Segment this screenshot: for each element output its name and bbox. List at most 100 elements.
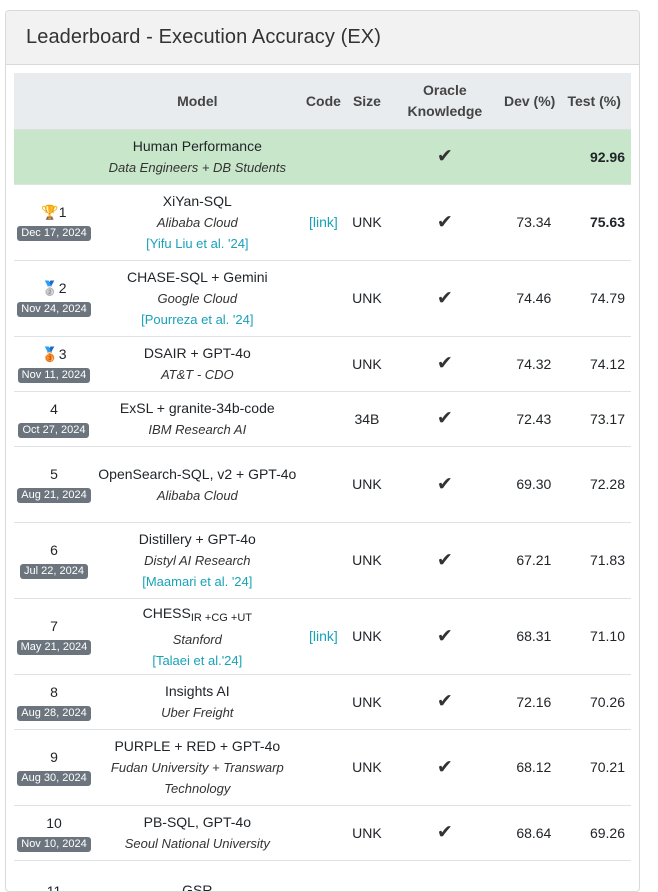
rank-line: 🥈2 xyxy=(14,279,94,297)
code-cell xyxy=(301,861,347,892)
oracle-cell: ✔ xyxy=(388,337,502,392)
size-cell: UNK xyxy=(346,675,387,730)
model-name: OpenSearch-SQL, v2 + GPT-4o xyxy=(94,464,301,485)
model-cell: GSR xyxy=(94,861,301,892)
code-cell xyxy=(301,806,347,861)
rank-header xyxy=(14,73,94,130)
check-icon: ✔ xyxy=(437,550,453,571)
test-score: 69.26 xyxy=(557,806,631,861)
date-badge: Jul 22, 2024 xyxy=(20,564,88,579)
oracle-cell: ✔ xyxy=(388,599,502,675)
model-org: Alibaba Cloud xyxy=(94,485,301,506)
date-badge: May 21, 2024 xyxy=(17,640,92,655)
size-cell: UNK xyxy=(346,447,387,523)
rank-line: 🏆1 xyxy=(14,203,94,221)
size-cell: UNK xyxy=(346,806,387,861)
model-name: CHASE-SQL + Gemini xyxy=(94,267,301,288)
date-badge: Nov 10, 2024 xyxy=(17,837,90,852)
dev-score: 74.46 xyxy=(502,261,557,337)
page-title: Leaderboard - Execution Accuracy (EX) xyxy=(26,26,381,49)
rank-line: 6 xyxy=(14,541,94,559)
check-icon: ✔ xyxy=(437,822,453,843)
leaderboard-table: Model Code Size Oracle Knowledge Dev (%)… xyxy=(14,73,631,892)
dev-score: 73.34 xyxy=(502,185,557,261)
date-badge: Nov 24, 2024 xyxy=(17,302,90,317)
code-header[interactable]: Code xyxy=(301,73,347,130)
model-name: PURPLE + RED + GPT-4o xyxy=(94,736,301,757)
model-org: Seoul National University xyxy=(94,833,301,854)
oracle-cell: ✔ xyxy=(388,392,502,447)
model-org: Fudan University + Transwarp Technology xyxy=(94,757,301,799)
model-org: Stanford xyxy=(94,629,301,650)
best-test-score: 75.63 xyxy=(590,214,625,230)
rank-cell: 10 Nov 10, 2024 xyxy=(14,806,94,861)
rank-number: 9 xyxy=(50,749,58,765)
test-score: 71.10 xyxy=(557,599,631,675)
code-link[interactable]: [link] xyxy=(309,628,338,644)
rank-number: 8 xyxy=(50,684,58,700)
check-icon: ✔ xyxy=(437,212,453,233)
model-name: Distillery + GPT-4o xyxy=(94,529,301,550)
medal-icon: 🥉 xyxy=(41,346,58,362)
dev-score: 68.64 xyxy=(502,806,557,861)
paper-reference-link[interactable]: [Talaei et al.'24] xyxy=(94,650,301,671)
date-badge: Aug 30, 2024 xyxy=(17,771,90,786)
code-link[interactable]: [link] xyxy=(309,214,338,230)
human-test-score: 92.96 xyxy=(590,149,625,165)
model-org: AT&T - CDO xyxy=(94,364,301,385)
rank-number: 1 xyxy=(59,204,67,220)
human-org: Data Engineers + DB Students xyxy=(94,157,301,178)
dev-header[interactable]: Dev (%) xyxy=(502,73,557,130)
rank-line: 🥉3 xyxy=(14,345,94,363)
medal-icon: 🥈 xyxy=(41,280,58,296)
model-name: GSR xyxy=(94,880,301,892)
rank-number: 4 xyxy=(50,401,58,417)
size-header[interactable]: Size xyxy=(346,73,387,130)
rank-cell: 11 xyxy=(14,861,94,892)
model-header[interactable]: Model xyxy=(94,73,301,130)
size-cell: UNK xyxy=(346,730,387,806)
rank-line: 8 xyxy=(14,683,94,701)
oracle-cell: ✔ xyxy=(388,523,502,599)
check-icon: ✔ xyxy=(437,146,453,167)
oracle-cell: ✔ xyxy=(388,447,502,523)
dev-score: 74.32 xyxy=(502,337,557,392)
test-score xyxy=(557,861,631,892)
dev-score: 67.21 xyxy=(502,523,557,599)
size-cell xyxy=(346,861,387,892)
medal-icon: 🏆 xyxy=(41,204,58,220)
dev-score xyxy=(502,861,557,892)
model-org: Google Cloud xyxy=(94,288,301,309)
paper-reference-link[interactable]: [Maamari et al. '24] xyxy=(94,571,301,592)
oracle-cell: ✔ xyxy=(388,730,502,806)
model-name: CHESSIR +CG +UT xyxy=(94,603,301,629)
oracle-header[interactable]: Oracle Knowledge xyxy=(388,73,502,130)
paper-reference-link[interactable]: [Yifu Liu et al. '24] xyxy=(94,233,301,254)
dev-score: 72.43 xyxy=(502,392,557,447)
rank-line: 10 xyxy=(14,814,94,832)
test-header[interactable]: Test (%) xyxy=(557,73,631,130)
model-org: Distyl AI Research xyxy=(94,550,301,571)
oracle-cell xyxy=(388,861,502,892)
paper-reference-link[interactable]: [Pourreza et al. '24] xyxy=(94,309,301,330)
table-header-row: Model Code Size Oracle Knowledge Dev (%)… xyxy=(14,73,631,130)
model-name: DSAIR + GPT-4o xyxy=(94,343,301,364)
rank-number: 6 xyxy=(50,542,58,558)
test-score: 70.26 xyxy=(557,675,631,730)
code-cell xyxy=(301,730,347,806)
rank-cell: 🥈2 Nov 24, 2024 xyxy=(14,261,94,337)
model-name-subscript: IR +CG +UT xyxy=(191,612,252,624)
